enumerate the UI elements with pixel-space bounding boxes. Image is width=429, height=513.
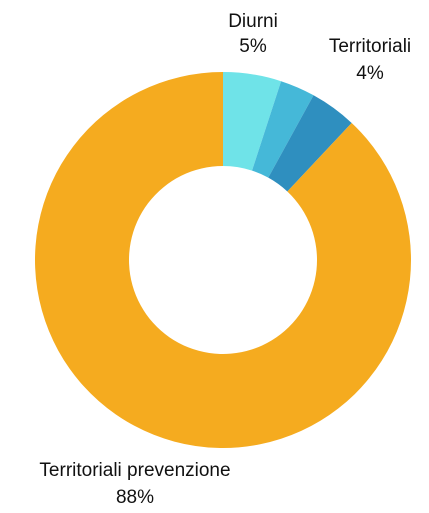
- slice-label-diurni: Diurni: [228, 11, 278, 32]
- slice-value-diurni: 5%: [239, 36, 267, 57]
- donut-slices: [35, 72, 412, 448]
- slice-value-territoriali: 4%: [356, 63, 384, 84]
- donut-slice-0: [223, 72, 282, 171]
- donut-slice-1: [252, 81, 314, 178]
- donut-slice-3: [35, 72, 412, 448]
- donut-slice-2: [268, 95, 352, 192]
- slice-value-territoriali-prevenzione: 88%: [116, 487, 154, 508]
- slice-label-territoriali: Territoriali: [329, 36, 411, 57]
- slice-label-territoriali-prevenzione: Territoriali prevenzione: [39, 460, 230, 481]
